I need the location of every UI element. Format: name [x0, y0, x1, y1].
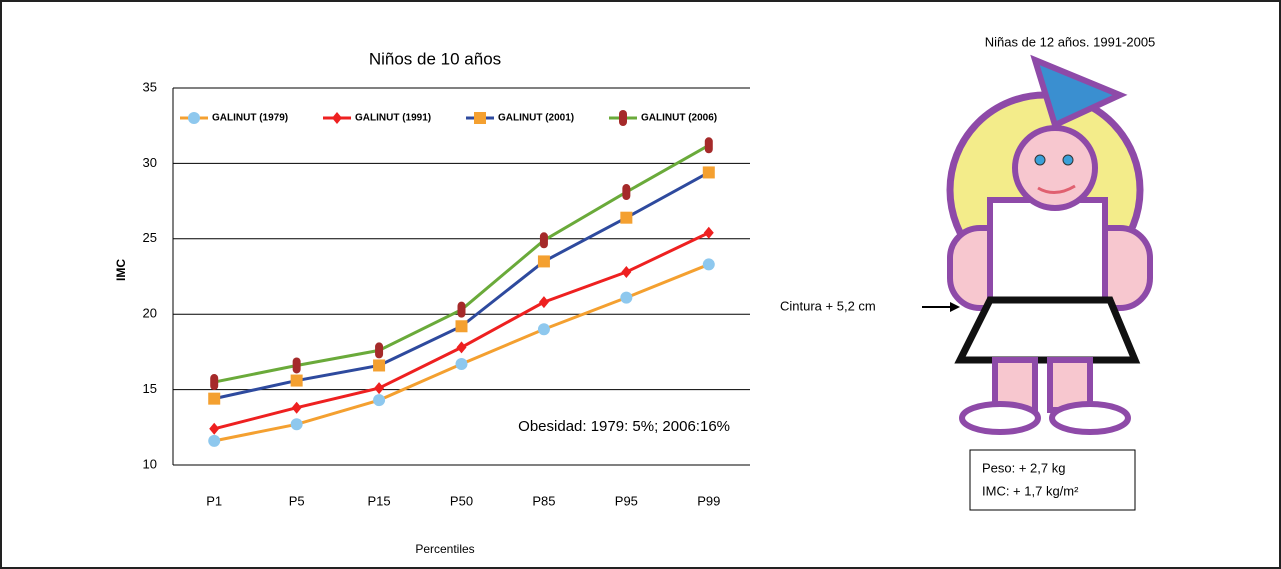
y-axis-label: IMC: [114, 259, 128, 281]
legend-label: GALINUT (2006): [641, 113, 717, 124]
marker: [293, 357, 301, 373]
y-tick-label: 10: [143, 456, 157, 471]
marker: [373, 359, 385, 371]
y-tick-label: 20: [143, 306, 157, 321]
marker: [375, 342, 383, 358]
marker: [538, 255, 550, 267]
marker: [619, 110, 627, 126]
y-tick-label: 30: [143, 155, 157, 170]
marker: [538, 323, 550, 335]
legend-label: GALINUT (2001): [498, 113, 574, 124]
x-tick-label: P5: [289, 493, 305, 508]
marker: [291, 418, 303, 430]
marker: [208, 435, 220, 447]
legend-label: GALINUT (1991): [355, 113, 431, 124]
eye: [1035, 155, 1045, 165]
bmi-label: IMC: + 1,7 kg/m²: [982, 483, 1079, 498]
marker: [456, 320, 468, 332]
marker: [210, 374, 218, 390]
marker: [705, 137, 713, 153]
marker: [703, 258, 715, 270]
y-tick-label: 15: [143, 381, 157, 396]
marker: [703, 166, 715, 178]
face: [1015, 128, 1095, 208]
legend-label: GALINUT (1979): [212, 113, 288, 124]
eye: [1063, 155, 1073, 165]
x-tick-label: P99: [697, 493, 720, 508]
marker: [540, 232, 548, 248]
shoe: [1052, 404, 1128, 432]
marker: [456, 358, 468, 370]
figure-title: Niñas de 12 años. 1991-2005: [985, 34, 1156, 49]
x-tick-label: P85: [532, 493, 555, 508]
figure: Niños de 10 años IMC Percentiles Obesida…: [0, 0, 1281, 569]
y-tick-label: 35: [143, 79, 157, 94]
marker: [474, 112, 486, 124]
info-box: [970, 450, 1135, 510]
shoe: [962, 404, 1038, 432]
x-tick-label: P15: [368, 493, 391, 508]
marker: [620, 292, 632, 304]
annotation: Obesidad: 1979: 5%; 2006:16%: [518, 418, 730, 435]
shirt: [990, 200, 1105, 300]
marker: [188, 112, 200, 124]
weight-label: Peso: + 2,7 kg: [982, 460, 1065, 475]
x-tick-label: P1: [206, 493, 222, 508]
marker: [208, 393, 220, 405]
x-axis-label: Percentiles: [415, 542, 474, 556]
chart-title: Niños de 10 años: [369, 49, 501, 68]
skirt: [960, 300, 1135, 360]
y-tick-label: 25: [143, 230, 157, 245]
page: Niños de 10 años IMC Percentiles Obesida…: [0, 0, 1281, 569]
x-tick-label: P95: [615, 493, 638, 508]
x-tick-label: P50: [450, 493, 473, 508]
marker: [622, 184, 630, 200]
waist-label: Cintura + 5,2 cm: [780, 298, 876, 313]
marker: [291, 375, 303, 387]
marker: [620, 212, 632, 224]
marker: [373, 394, 385, 406]
marker: [458, 302, 466, 318]
